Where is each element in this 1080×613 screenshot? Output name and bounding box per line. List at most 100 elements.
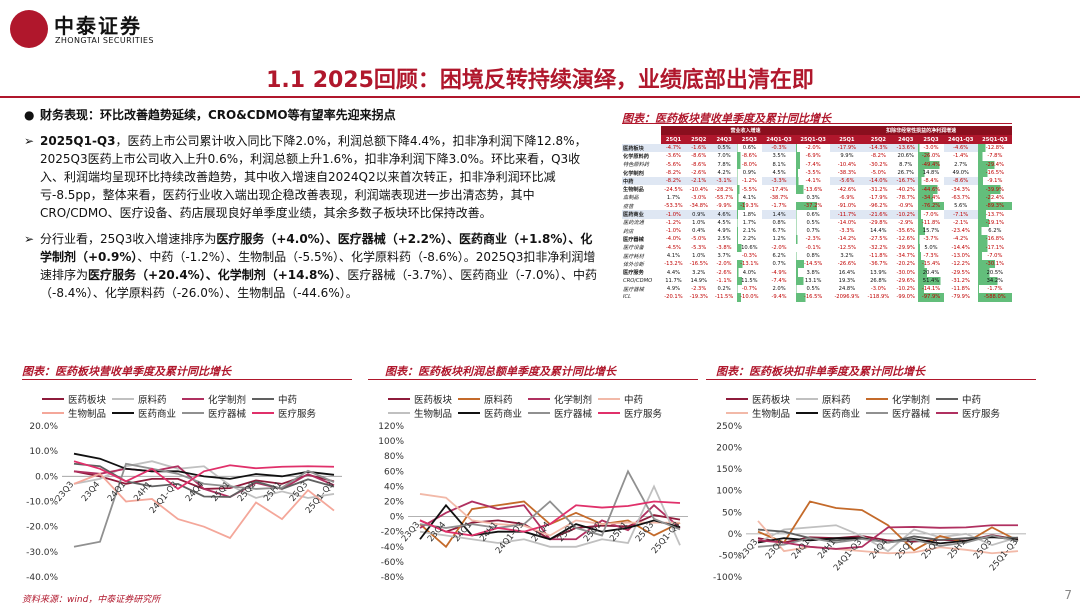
table-cell: -27.5% [869, 236, 888, 243]
legend-swatch [598, 412, 620, 414]
y-tick-label: -50% [719, 551, 743, 561]
table-cell: 6.2% [977, 226, 1012, 236]
table-cell: -10.2% [896, 286, 915, 293]
table-cell: 4.9% [666, 286, 681, 293]
table-cell: 0.5% [796, 218, 831, 227]
table-cell: 0.6% [736, 144, 763, 153]
table-cell: -0.7% [736, 285, 763, 294]
table-cell: -13.7% [977, 210, 1012, 219]
legend-item: 中药 [936, 392, 981, 406]
table-cell: -8.6% [736, 152, 763, 161]
table-cell: 14.4% [870, 228, 887, 235]
table-cell: -16.5% [689, 261, 708, 268]
title-divider [0, 96, 1080, 98]
p1-strong: 2025Q1-Q3 [40, 134, 116, 148]
table-cell: -1.7% [771, 203, 787, 210]
legend-item: 医药商业 [796, 406, 860, 420]
table-cell: -78.7% [896, 194, 915, 201]
table-cell: 2.0% [772, 286, 786, 293]
chart-title-underline [706, 379, 1036, 380]
table-cell: -3.8% [716, 244, 732, 251]
table-cell: -89.3% [977, 202, 1012, 211]
table-cell: -76.2% [918, 202, 944, 211]
table-row: 医疗设备 -4.5% -5.3% -3.8% 10.6% -2.0% -0.1% -12.5%… [622, 243, 1012, 252]
legend-label: 生物制品 [752, 409, 791, 420]
line-chart: 250%200%150%100%50%0%-50%-100%23Q3 23Q4 24… [713, 422, 1026, 583]
table-col-header: 24Q3 [711, 135, 737, 144]
table-cell: -30.2% [869, 161, 888, 168]
p2-b: 医疗服务（+4.0%）、医疗器械（+2.2%）、医药商业（+1.8%）、化学制剂… [40, 232, 593, 264]
legend-item: 医药板块 [388, 392, 452, 406]
table-cell: -9.1% [977, 177, 1012, 186]
table-cell: -11.7% [830, 210, 864, 219]
table-cell: -34.3% [951, 186, 970, 193]
legend-swatch [796, 398, 818, 400]
legend-swatch [112, 412, 134, 414]
table-cell: -34.7% [896, 253, 915, 259]
legend-item: 医疗服务 [252, 406, 316, 420]
table-row-label: 医药流通 [623, 220, 644, 227]
table-cell: -5.6% [665, 161, 681, 168]
table-cell: -17.9% [830, 144, 864, 153]
table-cell: -2.6% [691, 170, 707, 177]
legend-swatch [458, 398, 480, 400]
table-row-label: 中药 [622, 177, 661, 186]
table-cell: -8.6% [691, 153, 707, 160]
legend-swatch [528, 412, 550, 414]
table-cell: 0.4% [692, 228, 706, 235]
table-cell: -4.7% [660, 144, 687, 153]
legend-swatch [388, 398, 410, 400]
table-cell: -0.3% [736, 251, 763, 261]
legend-swatch [252, 398, 274, 400]
series-line [73, 462, 335, 548]
table-cell: -1.1% [716, 277, 732, 284]
table-cell: 8.7% [899, 161, 913, 168]
table-row: 医疗器械 -4.0% -5.0% 2.5% 2.2% 1.2% -2.3% -14.2% -27… [622, 235, 1012, 244]
y-tick-label: 0% [728, 530, 743, 540]
table-cell: 0.7% [796, 226, 831, 236]
table-cell: -26.6% [837, 261, 857, 268]
table-cell: -49.4% [918, 160, 944, 169]
table-cell: -16.8% [977, 235, 1012, 244]
table-row-label: 化学制剂 [623, 170, 644, 177]
table-cell: 4.9% [717, 228, 731, 235]
table-cell: -31.2% [869, 186, 888, 193]
table-cell: -35.6% [896, 228, 915, 235]
y-tick-label: -30.0% [26, 548, 58, 558]
legend-swatch [796, 412, 818, 414]
table-cell: -1.2% [665, 219, 681, 226]
table-cell: -118.9% [867, 294, 890, 301]
table-cell: -14.0% [837, 219, 857, 226]
y-tick-label: 250% [716, 422, 742, 432]
legend-item: 原料药 [112, 392, 167, 406]
legend-item: 医疗器械 [182, 406, 246, 420]
table-cell: 26.8% [870, 277, 887, 284]
legend-item: 化学制剂 [528, 392, 592, 406]
chart-title: 图表：医药板块利润总额单季度及累计同比增长 [385, 365, 616, 378]
logo-text-en: ZHONGTAI SECURITIES [55, 36, 154, 45]
table-cell: -7.8% [977, 152, 1012, 161]
y-tick-label: 40% [384, 482, 404, 492]
legend-item: 生物制品 [726, 406, 790, 420]
table-cell: -8.6% [943, 177, 978, 186]
table-col-header: 24Q1-Q3 [762, 135, 797, 144]
p2-c: 、中药（-1.2%）、生物制品（-5.5%）、化学原料药（-8.6%）。2025… [40, 250, 596, 282]
x-tick-label: 23Q3 [738, 537, 760, 561]
table-body: 医药板块 -4.7% -1.6% 0.5% 0.6% -0.3% -2.0% -17.9% -1… [622, 144, 1012, 302]
series-line [419, 484, 681, 548]
table-cell: -2.6% [716, 269, 732, 276]
table-cell: -7.4% [771, 277, 787, 284]
table-row-label: 血制品 [623, 195, 639, 202]
table-cell: 4.5% [772, 170, 786, 177]
table-row-label: 生物制品 [623, 187, 644, 194]
table-cell: -13.1% [736, 260, 763, 269]
table-cell: 0.9% [686, 210, 712, 219]
y-tick-label: 60% [384, 467, 404, 477]
legend-label: 化学制剂 [208, 395, 247, 406]
chart-title-underline [22, 379, 352, 380]
y-tick-label: -40% [381, 543, 405, 553]
legend-label: 医药板块 [414, 395, 453, 406]
table-cell: 4.1% [666, 253, 681, 259]
table-cell: -7.4% [796, 160, 831, 169]
table-cell: -4.1% [796, 177, 831, 186]
